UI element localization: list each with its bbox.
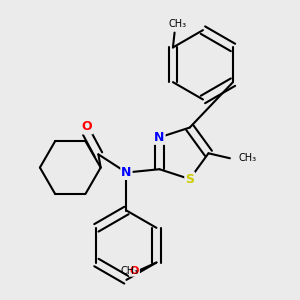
Text: CH₃: CH₃	[120, 266, 138, 276]
Text: N: N	[121, 166, 132, 179]
Text: N: N	[154, 131, 165, 144]
Text: CH₃: CH₃	[238, 153, 256, 163]
Text: S: S	[185, 172, 194, 186]
Text: O: O	[130, 266, 139, 276]
Text: CH₃: CH₃	[169, 19, 187, 29]
Text: O: O	[82, 120, 92, 134]
